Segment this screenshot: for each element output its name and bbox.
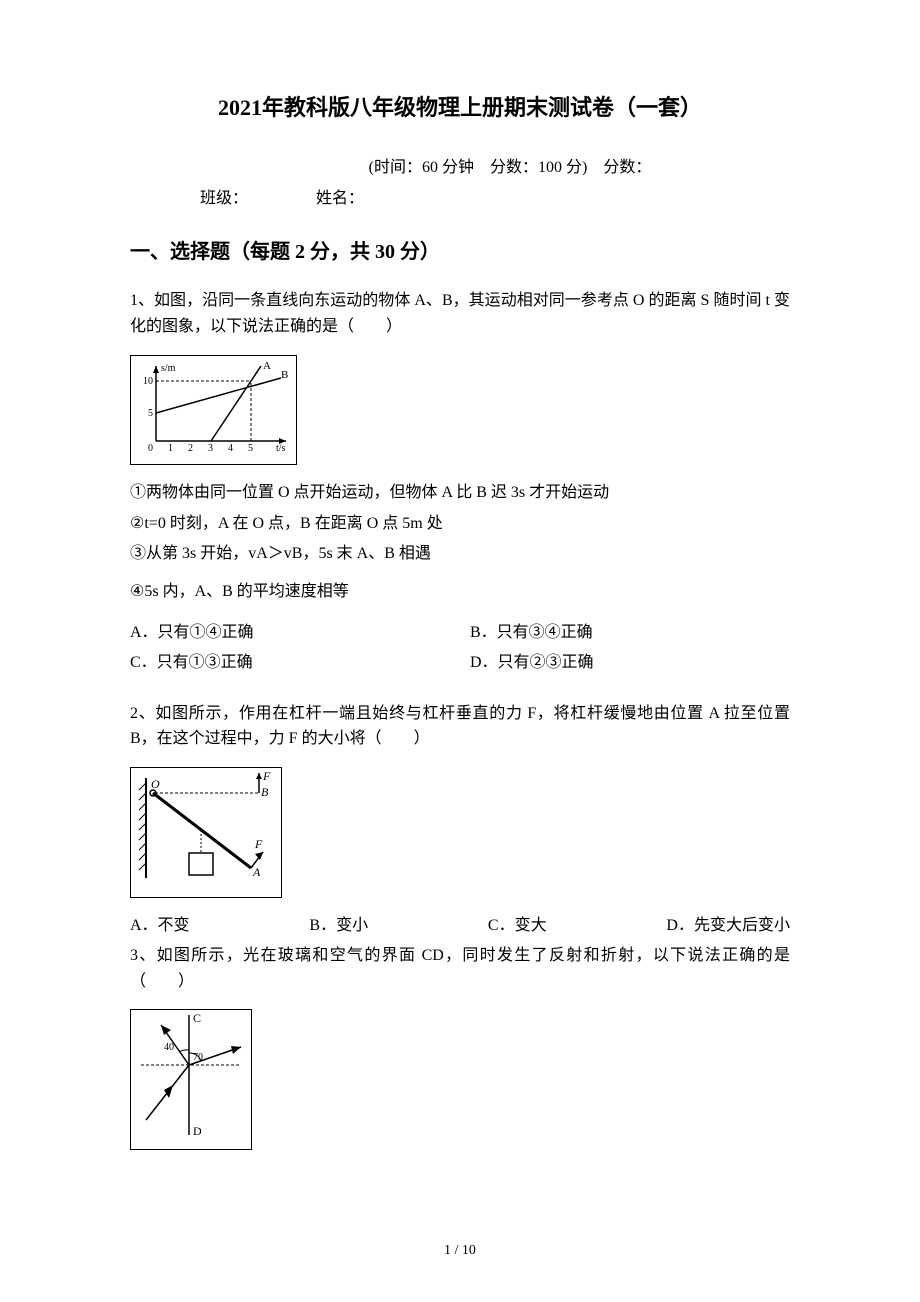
q1-stmt-2: ②t=0 时刻，A 在 O 点，B 在距离 O 点 5m 处 <box>130 511 790 537</box>
q2-choices: A．不变 B．变小 C．变大 D．先变大后变小 <box>130 913 790 939</box>
q2-choice-d: D．先变大后变小 <box>666 913 790 939</box>
x-tick-3: 3 <box>208 443 213 454</box>
x-tick-1: 1 <box>168 443 173 454</box>
q2-text: 2、如图所示，作用在杠杆一端且始终与杠杆垂直的力 F，将杠杆缓慢地由位置 A 拉… <box>130 701 790 752</box>
q3-text: 3、如图所示，光在玻璃和空气的界面 CD，同时发生了反射和折射，以下说法正确的是… <box>130 943 790 994</box>
y-axis-label: s/m <box>161 363 176 374</box>
q1-stmt-4: ④5s 内，A、B 的平均速度相等 <box>130 579 790 605</box>
label-B: B <box>261 785 269 799</box>
q1-text: 1、如图，沿同一条直线向东运动的物体 A、B，其运动相对同一参考点 O 的距离 … <box>130 288 790 339</box>
label-D: D <box>193 1124 202 1138</box>
q1-stmt-3: ③从第 3s 开始，vA＞vB，5s 末 A、B 相遇 <box>130 541 790 567</box>
label-F-top: F <box>262 769 271 783</box>
score-blank-label: 分数： <box>603 159 651 176</box>
q2-choice-a: A．不变 <box>130 913 190 939</box>
q1-stmt-1: ①两物体由同一位置 O 点开始运动，但物体 A 比 B 迟 3s 才开始运动 <box>130 480 790 506</box>
q1-choice-b: B．只有③④正确 <box>470 620 790 646</box>
q1-choices: A．只有①④正确 B．只有③④正确 C．只有①③正确 D．只有②③正确 <box>130 620 790 676</box>
label-B: B <box>281 369 288 381</box>
q3-diagram: C D 40 70 <box>130 1009 252 1150</box>
label-F-side: F <box>254 837 263 851</box>
name-label: 姓名： <box>316 190 364 207</box>
y-tick-10: 10 <box>143 376 153 387</box>
q1-choice-c: C．只有①③正确 <box>130 650 450 676</box>
x-tick-4: 4 <box>228 443 233 454</box>
q2-choice-b: B．变小 <box>309 913 368 939</box>
q2-choice-c: C．变大 <box>488 913 547 939</box>
section-heading: 一、选择题（每题 2 分，共 30 分） <box>130 236 790 268</box>
meta-time-score: (时间：60 分钟 分数：100 分) 分数： <box>130 155 790 181</box>
q1-chart: s/m t/s 10 5 0 1 2 3 4 5 A B <box>130 355 297 466</box>
y-tick-5: 5 <box>148 408 153 419</box>
score-total-label: 分数：100 分) <box>490 159 587 176</box>
x-tick-2: 2 <box>188 443 193 454</box>
fill-class-name: 班级： 姓名： <box>130 186 790 212</box>
line-A <box>211 366 261 441</box>
q1-choice-d: D．只有②③正确 <box>470 650 790 676</box>
time-label: (时间：60 分钟 <box>369 159 474 176</box>
class-label: 班级： <box>200 190 248 207</box>
angle-40: 40 <box>164 1042 174 1053</box>
label-A: A <box>252 865 261 879</box>
page-title: 2021年教科版八年级物理上册期末测试卷（一套） <box>130 90 790 125</box>
x-axis-label: t/s <box>276 443 286 454</box>
label-A: A <box>263 360 271 372</box>
q1-choice-a: A．只有①④正确 <box>130 620 450 646</box>
label-C: C <box>193 1011 201 1025</box>
x-tick-5: 5 <box>248 443 253 454</box>
q2-diagram: O B F A F <box>130 767 282 898</box>
origin-0: 0 <box>148 443 153 454</box>
page-number: 1 / 10 <box>0 1240 920 1262</box>
label-O: O <box>151 777 160 791</box>
line-B <box>156 378 281 413</box>
q1-statements: ①两物体由同一位置 O 点开始运动，但物体 A 比 B 迟 3s 才开始运动 ②… <box>130 480 790 604</box>
